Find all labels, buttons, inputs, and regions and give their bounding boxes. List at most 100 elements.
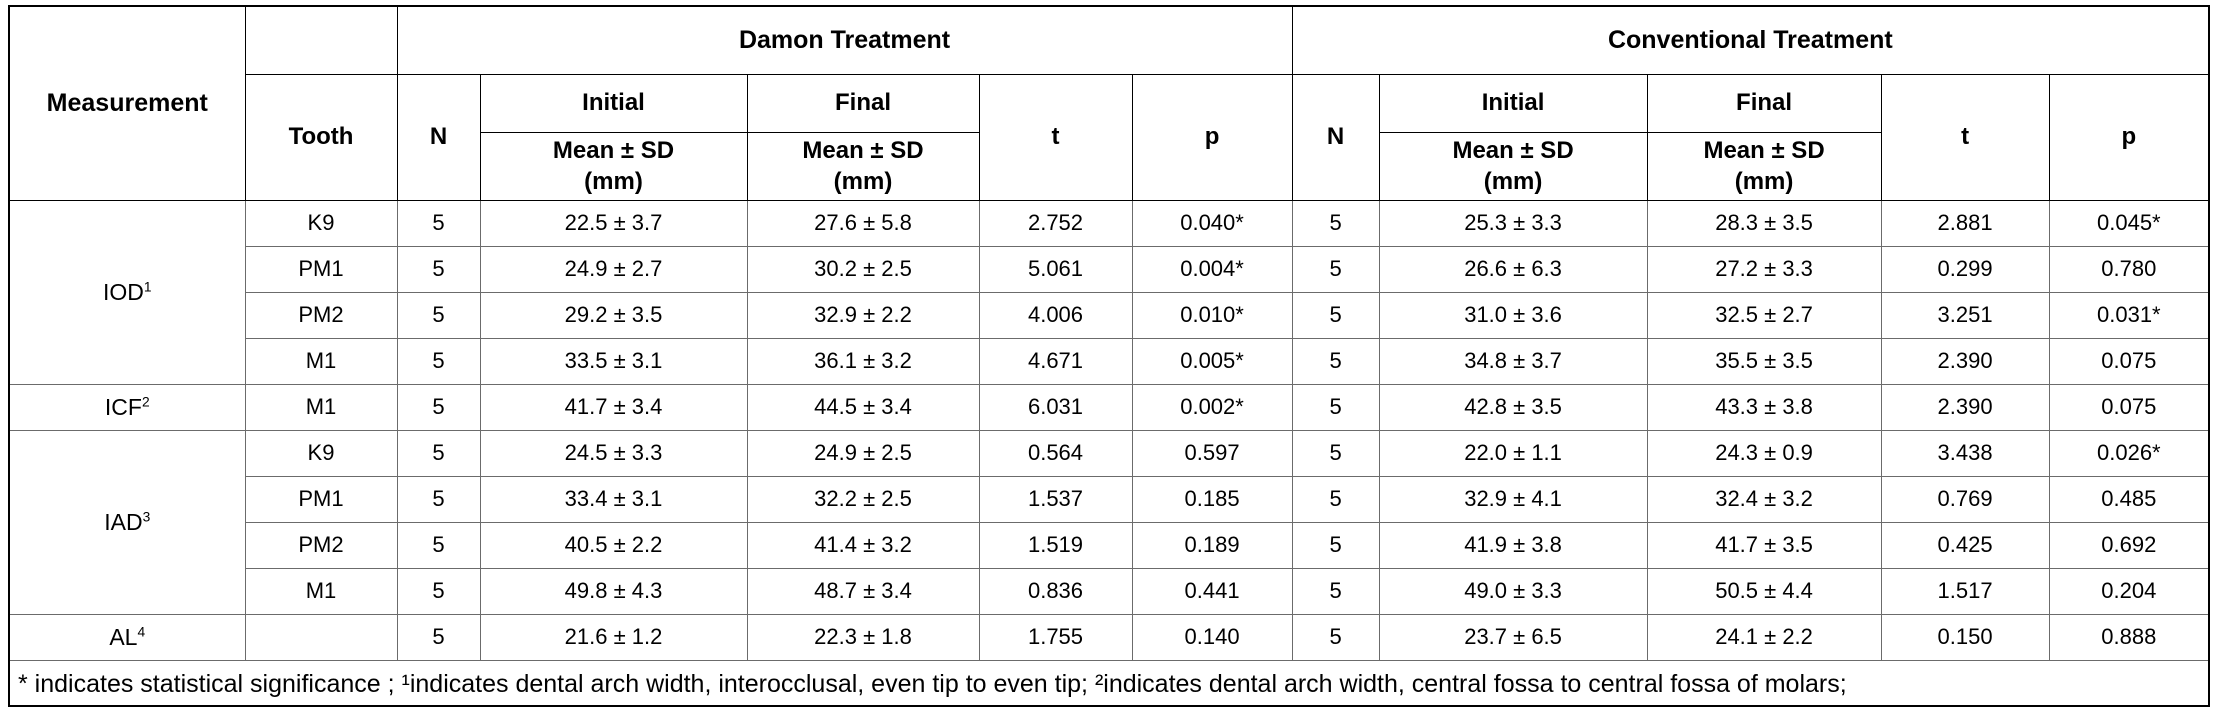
- header-initial-conventional: Initial: [1378, 73, 1648, 133]
- data-cell: 5: [1291, 199, 1380, 247]
- table-row-iad-pm1: PM1 5 33.4 ± 3.1 32.2 ± 2.5 1.537 0.185 …: [9, 475, 2210, 523]
- header-mean-sd-initial-conventional: Mean ± SD (mm): [1378, 131, 1648, 201]
- mm-label: (mm): [1734, 168, 1794, 195]
- data-cell: 0.075: [2048, 383, 2210, 431]
- data-cell: 0.597: [1131, 429, 1293, 477]
- mean-sd-label: Mean ± SD: [552, 137, 675, 164]
- header-empty-cell: [244, 5, 398, 75]
- header-row-treatments: Measurement Damon Treatment Conventional…: [8, 5, 2210, 201]
- data-cell: 48.7 ± 3.4: [746, 567, 980, 615]
- data-cell: 2.390: [1880, 337, 2050, 385]
- data-cell: 30.2 ± 2.5: [746, 245, 980, 293]
- data-cell: 0.185: [1131, 475, 1293, 523]
- data-cell: 0.692: [2048, 521, 2210, 569]
- header-p-damon: p: [1131, 73, 1293, 201]
- data-cell: 26.6 ± 6.3: [1378, 245, 1648, 293]
- data-cell: 5: [1291, 337, 1380, 385]
- header-initial-damon: Initial: [479, 73, 748, 133]
- data-cell: 0.004*: [1131, 245, 1293, 293]
- table-row-iod-pm2: PM2 5 29.2 ± 3.5 32.9 ± 2.2 4.006 0.010*…: [9, 291, 2210, 339]
- data-cell: 41.7 ± 3.4: [479, 383, 748, 431]
- table-row-iad-m1: M1 5 49.8 ± 4.3 48.7 ± 3.4 0.836 0.441 5…: [9, 567, 2210, 615]
- group-label: IOD: [102, 278, 144, 305]
- data-cell: 5: [396, 291, 481, 339]
- measurement-group-al: AL4: [8, 613, 246, 661]
- data-cell: 0.075: [2048, 337, 2210, 385]
- data-cell: 27.2 ± 3.3: [1646, 245, 1882, 293]
- header-t-damon: t: [978, 73, 1133, 201]
- data-cell: 0.040*: [1131, 199, 1293, 247]
- group-superscript: 4: [137, 623, 146, 639]
- tooth-cell: M1: [244, 567, 398, 615]
- data-cell: 1.537: [978, 475, 1133, 523]
- data-cell: 42.8 ± 3.5: [1378, 383, 1648, 431]
- data-cell: 32.9 ± 2.2: [746, 291, 980, 339]
- data-cell: 3.251: [1880, 291, 2050, 339]
- data-cell: 0.441: [1131, 567, 1293, 615]
- data-cell: 5: [396, 613, 481, 661]
- tooth-cell: PM1: [244, 475, 398, 523]
- data-cell: 0.888: [2048, 613, 2210, 661]
- data-cell: 0.010*: [1131, 291, 1293, 339]
- header-mean-sd-final-damon: Mean ± SD (mm): [746, 131, 980, 201]
- data-cell: 33.4 ± 3.1: [479, 475, 748, 523]
- data-cell: 5: [396, 429, 481, 477]
- data-cell: 1.755: [978, 613, 1133, 661]
- tooth-cell: PM2: [244, 521, 398, 569]
- data-cell: 0.140: [1131, 613, 1293, 661]
- data-cell: 1.519: [978, 521, 1133, 569]
- data-cell: 29.2 ± 3.5: [479, 291, 748, 339]
- data-cell: 5: [1291, 245, 1380, 293]
- data-cell: 6.031: [978, 383, 1133, 431]
- data-cell: 0.031*: [2048, 291, 2210, 339]
- data-cell: 32.9 ± 4.1: [1378, 475, 1648, 523]
- data-cell: 5: [1291, 475, 1380, 523]
- data-cell: 24.3 ± 0.9: [1646, 429, 1882, 477]
- data-cell: 2.881: [1880, 199, 2050, 247]
- table-footnote: * indicates statistical significance ; ¹…: [9, 659, 2210, 706]
- footnote-row: * indicates statistical significance ; ¹…: [9, 659, 2210, 706]
- data-cell: 5: [396, 337, 481, 385]
- data-cell: 1.517: [1880, 567, 2050, 615]
- data-cell: 0.780: [2048, 245, 2210, 293]
- data-cell: 32.4 ± 3.2: [1646, 475, 1882, 523]
- header-mean-sd-initial-damon: Mean ± SD (mm): [479, 131, 748, 201]
- header-p-conventional: p: [2048, 73, 2210, 201]
- table-row-iod-pm1: PM1 5 24.9 ± 2.7 30.2 ± 2.5 5.061 0.004*…: [9, 245, 2210, 293]
- data-cell: 0.425: [1880, 521, 2050, 569]
- data-cell: 5.061: [978, 245, 1133, 293]
- header-damon-treatment: Damon Treatment: [396, 5, 1293, 75]
- data-cell: 4.006: [978, 291, 1133, 339]
- data-cell: 21.6 ± 1.2: [479, 613, 748, 661]
- data-cell: 49.0 ± 3.3: [1378, 567, 1648, 615]
- header-conventional-treatment: Conventional Treatment: [1291, 5, 2210, 75]
- page: Measurement Damon Treatment Conventional…: [8, 5, 2211, 707]
- data-cell: 41.7 ± 3.5: [1646, 521, 1882, 569]
- header-row-subcolumns: Tooth N Initial Final t p N Initial Fina…: [9, 73, 2210, 201]
- mean-sd-label: Mean ± SD: [1703, 137, 1825, 164]
- tooth-cell: M1: [244, 337, 398, 385]
- data-cell: 24.9 ± 2.7: [479, 245, 748, 293]
- data-cell: 0.189: [1131, 521, 1293, 569]
- header-t-conventional: t: [1880, 73, 2050, 201]
- tooth-cell: K9: [244, 429, 398, 477]
- data-cell: 3.438: [1880, 429, 2050, 477]
- data-cell: 23.7 ± 6.5: [1378, 613, 1648, 661]
- tooth-cell: PM2: [244, 291, 398, 339]
- header-n-conventional: N: [1291, 73, 1380, 201]
- data-cell: 27.6 ± 5.8: [746, 199, 980, 247]
- group-label: IAD: [104, 508, 143, 535]
- measurement-group-icf: ICF2: [8, 383, 246, 431]
- data-cell: 25.3 ± 3.3: [1378, 199, 1648, 247]
- data-cell: 24.9 ± 2.5: [746, 429, 980, 477]
- data-cell: 5: [1291, 567, 1380, 615]
- header-mean-sd-final-conventional: Mean ± SD (mm): [1646, 131, 1882, 201]
- data-cell: 0.769: [1880, 475, 2050, 523]
- data-cell: 0.836: [978, 567, 1133, 615]
- header-n-damon: N: [396, 73, 481, 201]
- data-cell: 0.026*: [2048, 429, 2210, 477]
- table-row-iod-k9: IOD1 K9 5 22.5 ± 3.7 27.6 ± 5.8 2.752 0.…: [8, 199, 2210, 385]
- data-cell: 0.045*: [2048, 199, 2210, 247]
- data-cell: 0.299: [1880, 245, 2050, 293]
- data-cell: 33.5 ± 3.1: [479, 337, 748, 385]
